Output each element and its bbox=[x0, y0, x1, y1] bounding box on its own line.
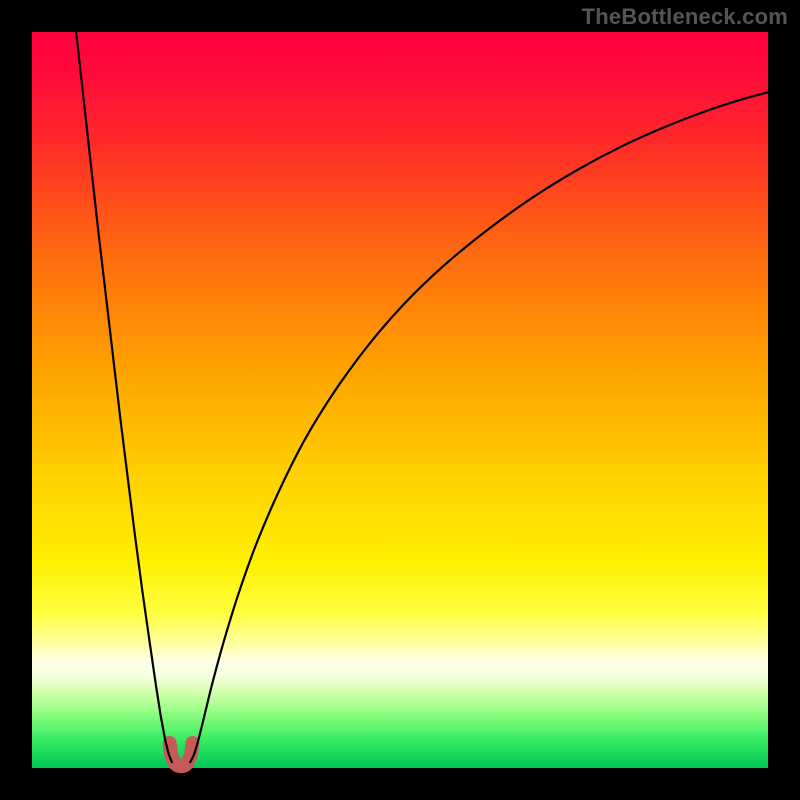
plot-background bbox=[32, 32, 768, 768]
watermark-text: TheBottleneck.com bbox=[582, 4, 788, 30]
figure-root: TheBottleneck.com bbox=[0, 0, 800, 800]
bottleneck-chart bbox=[0, 0, 800, 800]
